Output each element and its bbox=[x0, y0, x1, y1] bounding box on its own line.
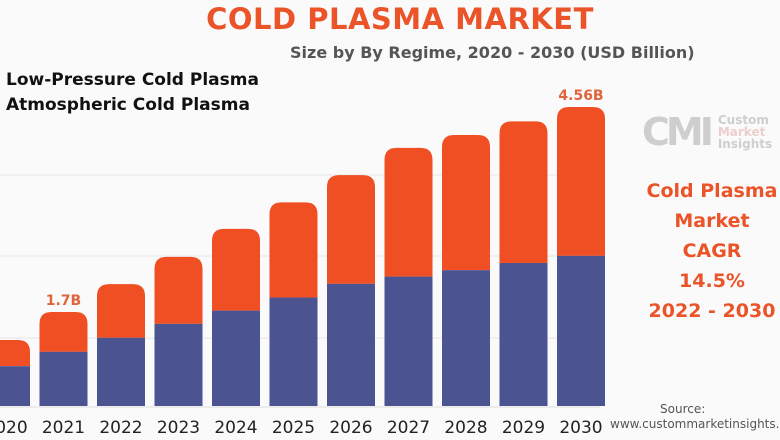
cagr-line1: Cold Plasma bbox=[646, 180, 778, 202]
bar-atmospheric-2023 bbox=[154, 256, 203, 324]
bar-atmospheric-2027 bbox=[384, 147, 433, 277]
legend-item-low-pressure: Low-Pressure Cold Plasma bbox=[6, 70, 259, 90]
x-tick-label: 2024 bbox=[214, 418, 257, 438]
brand-logo: CMI Custom Market Insights bbox=[642, 110, 772, 154]
chart-subtitle: Size by By Regime, 2020 - 2030 (USD Bill… bbox=[290, 43, 695, 62]
source-note: Source: www.custommarketinsights.com bbox=[610, 402, 780, 432]
bar-atmospheric-2030 bbox=[557, 107, 605, 256]
x-tick-label: 2026 bbox=[329, 418, 372, 438]
legend: Low-Pressure Cold Plasma Atmospheric Col… bbox=[6, 68, 259, 118]
x-tick-label: 2027 bbox=[387, 418, 430, 438]
x-tick-label: 2028 bbox=[444, 418, 487, 438]
bar-low-pressure-2026 bbox=[327, 283, 375, 406]
x-tick-label: 2029 bbox=[502, 418, 545, 438]
bar-atmospheric-2024 bbox=[212, 228, 260, 311]
bar-low-pressure-2029 bbox=[499, 263, 548, 406]
cagr-callout: Cold Plasma Market CAGR 14.5% 2022 - 203… bbox=[612, 176, 780, 326]
cagr-line3: CAGR bbox=[682, 240, 742, 262]
bar-atmospheric-2025 bbox=[269, 202, 318, 298]
logo-mark: CMI bbox=[642, 110, 714, 154]
x-tick-label: 2022 bbox=[99, 418, 142, 438]
bar-atmospheric-2020 bbox=[0, 339, 30, 367]
bar-low-pressure-2023 bbox=[154, 323, 203, 406]
bar-low-pressure-2030 bbox=[557, 255, 605, 406]
logo-line3: Insights bbox=[717, 137, 773, 151]
x-tick-label: 2025 bbox=[272, 418, 315, 438]
bar-low-pressure-2024 bbox=[212, 310, 260, 406]
cagr-line2: Market bbox=[674, 210, 750, 232]
data-label: 1.7B bbox=[46, 293, 81, 309]
logo-line1: Custom bbox=[717, 113, 769, 127]
x-tick-label: 2020 bbox=[0, 418, 28, 438]
bar-low-pressure-2025 bbox=[269, 297, 318, 406]
source-url: www.custommarketinsights.com bbox=[610, 417, 780, 431]
bar-low-pressure-2028 bbox=[442, 270, 490, 406]
chart-title: COLD PLASMA MARKET bbox=[206, 2, 594, 36]
x-tick-label: 2023 bbox=[157, 418, 200, 438]
cagr-line5: 2022 - 2030 bbox=[648, 300, 776, 322]
bar-low-pressure-2027 bbox=[384, 276, 433, 406]
cagr-line4: 14.5% bbox=[679, 270, 745, 292]
data-label: 4.56B bbox=[558, 88, 603, 104]
bar-atmospheric-2026 bbox=[327, 175, 375, 284]
bar-low-pressure-2020 bbox=[0, 366, 30, 406]
logo-line2: Market bbox=[717, 125, 766, 139]
bar-low-pressure-2021 bbox=[39, 351, 88, 406]
x-tick-label: 2021 bbox=[42, 418, 85, 438]
bar-atmospheric-2022 bbox=[97, 284, 145, 338]
source-label: Source: bbox=[660, 402, 706, 416]
bar-atmospheric-2021 bbox=[39, 312, 88, 352]
bar-atmospheric-2029 bbox=[499, 121, 548, 264]
bar-low-pressure-2022 bbox=[97, 337, 145, 406]
x-tick-label: 2030 bbox=[559, 418, 602, 438]
legend-item-atmospheric: Atmospheric Cold Plasma bbox=[6, 95, 250, 115]
bar-atmospheric-2028 bbox=[442, 134, 490, 271]
